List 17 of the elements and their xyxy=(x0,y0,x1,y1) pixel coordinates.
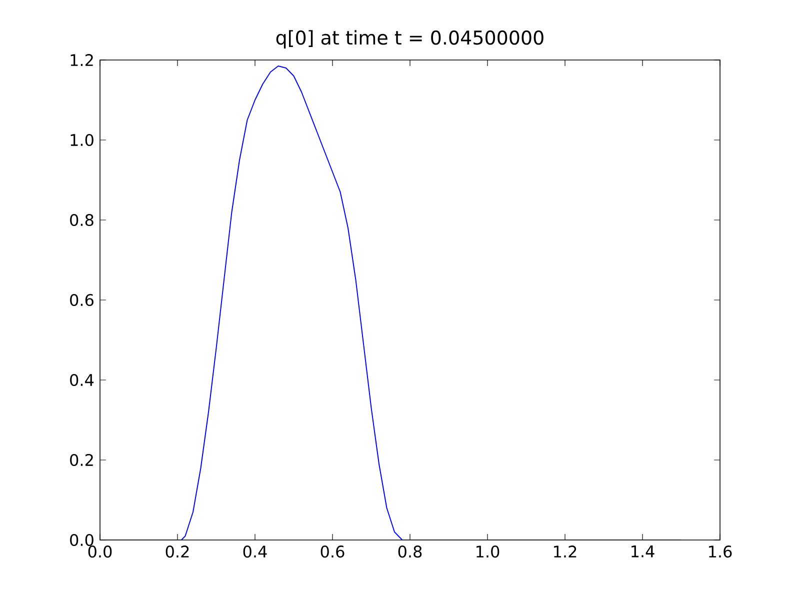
y-tick-label: 0.0 xyxy=(70,534,94,546)
y-tick-label: 0.8 xyxy=(70,214,94,226)
x-tick-label: 1.6 xyxy=(709,546,732,558)
y-tick-label: 1.0 xyxy=(70,134,94,146)
x-tick-label: 1.4 xyxy=(632,546,654,558)
y-tick-label: 0.6 xyxy=(70,294,94,306)
x-tick-label: 0.0 xyxy=(88,546,112,558)
x-tick-label: 0.6 xyxy=(320,546,344,558)
y-tick-label: 1.2 xyxy=(70,54,93,66)
x-tick-label: 1.0 xyxy=(476,546,500,558)
x-tick-label: 0.4 xyxy=(243,546,267,558)
x-tick-label: 0.8 xyxy=(398,546,422,558)
chart-title: q[0] at time t = 0.04500000 xyxy=(276,30,544,48)
y-tick-label: 0.4 xyxy=(70,374,94,386)
y-tick-label: 0.2 xyxy=(70,454,93,466)
x-tick-label: 0.2 xyxy=(166,546,189,558)
x-tick-label: 1.2 xyxy=(554,546,576,558)
